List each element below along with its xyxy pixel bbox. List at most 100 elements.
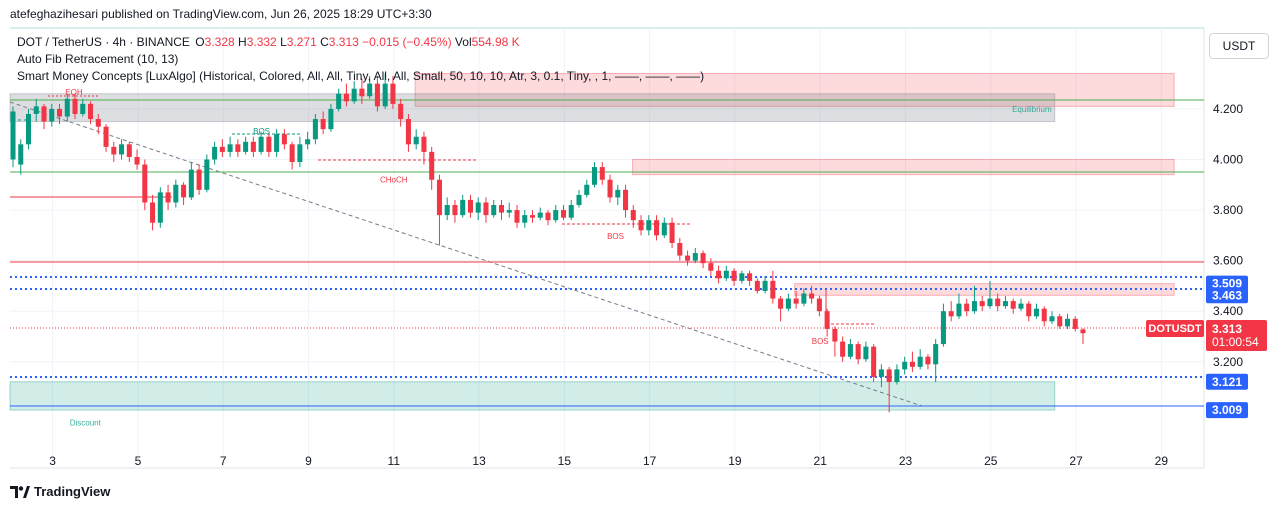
candle-down <box>925 354 931 370</box>
candle-body <box>343 93 349 102</box>
candle-body <box>367 83 373 97</box>
candle-down <box>529 210 536 223</box>
candle-body <box>770 280 776 299</box>
structure-label: BOS <box>812 337 829 346</box>
candle-down <box>57 103 63 125</box>
candle-down <box>398 98 404 127</box>
candle-down <box>638 215 644 236</box>
candles[interactable] <box>10 73 1086 413</box>
candle-body <box>173 184 179 203</box>
indicator-fib[interactable]: Auto Fib Retracement (10, 13) <box>17 52 179 66</box>
candle-down <box>343 83 349 107</box>
candle-body <box>623 189 629 211</box>
time-axis[interactable]: 3 5 7 9 11 13 15 17 19 21 23 25 27 29 <box>49 454 1168 468</box>
candle-down <box>747 270 753 286</box>
indicator-smc[interactable]: Smart Money Concepts [LuxAlgo] (Historic… <box>17 69 705 83</box>
candle-up <box>576 189 582 208</box>
candle-up <box>80 98 86 117</box>
candle-down <box>654 215 660 241</box>
candle-body <box>964 303 970 312</box>
grid-lines <box>10 28 1204 468</box>
x-tick-label: 9 <box>305 454 312 468</box>
x-tick-label: 11 <box>388 454 401 468</box>
candle-body <box>878 369 884 377</box>
candle-body <box>266 136 272 152</box>
candle-body <box>584 184 590 195</box>
candle-up <box>615 184 621 206</box>
candle-up <box>157 187 163 228</box>
candle-up <box>902 356 908 375</box>
y-tick-label: 3.200 <box>1213 355 1243 369</box>
symbol-tag <box>1146 320 1204 337</box>
candle-body <box>10 111 16 160</box>
candle-body <box>188 169 194 198</box>
candle-body <box>398 103 404 120</box>
candle-body <box>336 93 342 109</box>
candle-body <box>305 139 311 145</box>
x-tick-label: 3 <box>49 454 56 468</box>
zone-label: Discount <box>70 418 102 427</box>
candle-down <box>607 174 613 203</box>
x-tick-label: 7 <box>220 454 227 468</box>
candle-down <box>630 205 636 228</box>
candle-body <box>654 220 660 236</box>
candle-down <box>165 184 171 211</box>
candle-body <box>669 222 675 243</box>
candle-down <box>708 258 714 276</box>
candle-body <box>227 144 233 152</box>
candle-down <box>103 124 109 152</box>
low-value: 3.271 <box>286 35 317 49</box>
candle-body <box>506 210 512 213</box>
candle-down <box>1072 316 1078 332</box>
candle-up <box>894 364 900 385</box>
candle-up <box>312 113 318 145</box>
candle-up <box>785 293 791 312</box>
candle-down <box>1057 313 1063 329</box>
candle-body <box>452 205 458 216</box>
candle-body <box>708 263 714 271</box>
last-price-tag: DOTUSDT 3.313 01:00:54 <box>1146 320 1267 351</box>
symbol-title[interactable]: DOT / TetherUS · 4h · BINANCE <box>17 35 190 49</box>
candle-body <box>1041 308 1047 322</box>
open-value: 3.328 <box>204 35 235 49</box>
candle-body <box>328 108 334 130</box>
x-tick-label: 13 <box>472 454 486 468</box>
plot-area <box>10 28 1204 468</box>
candle-body <box>809 293 815 299</box>
candle-up <box>1002 296 1008 309</box>
price-level-tag <box>1206 287 1248 304</box>
smc-zones <box>9 73 1175 411</box>
candle-body <box>320 119 326 130</box>
candle-down <box>669 217 675 248</box>
candle-up <box>987 280 993 309</box>
candle-up <box>297 136 303 168</box>
candle-body <box>917 356 923 367</box>
candle-body <box>925 356 931 365</box>
candle-body <box>498 205 504 213</box>
candle-down <box>429 146 435 190</box>
structure-label: CHoCH <box>380 175 408 184</box>
candle-body <box>1049 316 1055 322</box>
candle-body <box>894 369 900 383</box>
candle-up <box>258 131 264 155</box>
candle-body <box>700 253 706 264</box>
candle-up <box>336 88 342 112</box>
y-tick-label: 4.000 <box>1213 152 1243 166</box>
candle-down <box>359 78 365 104</box>
candle-down <box>816 296 822 317</box>
candle-up <box>592 162 598 188</box>
candle-body <box>816 298 822 312</box>
tradingview-logo-icon <box>10 485 30 498</box>
candle-up <box>204 154 210 193</box>
candle-body <box>429 151 435 180</box>
candle-down <box>700 250 706 269</box>
currency-button[interactable]: USDT <box>1209 33 1269 59</box>
candle-up <box>413 129 419 150</box>
price-axis[interactable]: 4.200 4.000 3.800 3.600 3.400 3.200 <box>1213 102 1243 369</box>
candle-down <box>778 296 784 322</box>
candle-body <box>754 280 760 291</box>
candle-body <box>390 83 396 104</box>
candle-down <box>483 197 489 223</box>
candle-body <box>971 301 977 312</box>
